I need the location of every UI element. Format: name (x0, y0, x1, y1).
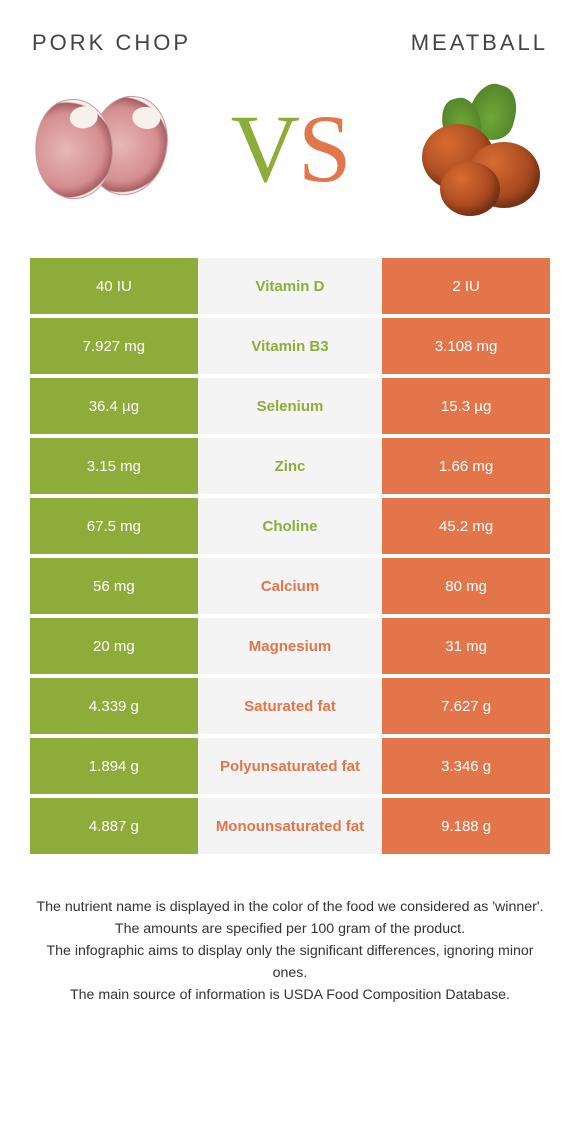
value-right: 3.108 mg (382, 318, 550, 374)
nutrient-name: Zinc (198, 438, 383, 494)
table-row: 67.5 mgCholine45.2 mg (30, 498, 550, 554)
value-right: 3.346 g (382, 738, 550, 794)
nutrient-name: Polyunsaturated fat (198, 738, 383, 794)
title-right: MEATBALL (411, 30, 548, 56)
nutrient-name: Vitamin B3 (198, 318, 383, 374)
value-right: 1.66 mg (382, 438, 550, 494)
nutrient-name: Choline (198, 498, 383, 554)
value-right: 7.627 g (382, 678, 550, 734)
title-bar: PORK CHOP MEATBALL (28, 20, 552, 56)
vs-label: VS (231, 101, 350, 197)
table-row: 4.887 gMonounsaturated fat9.188 g (30, 798, 550, 854)
value-left: 40 IU (30, 258, 198, 314)
table-row: 7.927 mgVitamin B33.108 mg (30, 318, 550, 374)
table-row: 3.15 mgZinc1.66 mg (30, 438, 550, 494)
table-row: 4.339 gSaturated fat7.627 g (30, 678, 550, 734)
footer-line: The amounts are specified per 100 gram o… (32, 918, 548, 940)
vs-v: V (231, 95, 298, 202)
footer-notes: The nutrient name is displayed in the co… (0, 858, 580, 1006)
value-left: 20 mg (30, 618, 198, 674)
table-row: 56 mgCalcium80 mg (30, 558, 550, 614)
table-row: 20 mgMagnesium31 mg (30, 618, 550, 674)
nutrient-name: Vitamin D (198, 258, 383, 314)
table-row: 40 IUVitamin D2 IU (30, 258, 550, 314)
title-left: PORK CHOP (32, 30, 191, 56)
hero: VS (28, 56, 552, 258)
nutrient-name: Monounsaturated fat (198, 798, 383, 854)
value-left: 4.339 g (30, 678, 198, 734)
value-right: 45.2 mg (382, 498, 550, 554)
value-left: 36.4 µg (30, 378, 198, 434)
value-left: 67.5 mg (30, 498, 198, 554)
value-right: 15.3 µg (382, 378, 550, 434)
table-row: 36.4 µgSelenium15.3 µg (30, 378, 550, 434)
value-left: 56 mg (30, 558, 198, 614)
nutrient-name: Selenium (198, 378, 383, 434)
footer-line: The nutrient name is displayed in the co… (32, 896, 548, 918)
value-left: 7.927 mg (30, 318, 198, 374)
meatball-image (382, 74, 552, 224)
footer-line: The main source of information is USDA F… (32, 984, 548, 1006)
nutrient-name: Saturated fat (198, 678, 383, 734)
value-left: 1.894 g (30, 738, 198, 794)
nutrient-table: 40 IUVitamin D2 IU7.927 mgVitamin B33.10… (28, 258, 552, 854)
nutrient-name: Magnesium (198, 618, 383, 674)
pork-chop-image (28, 74, 198, 224)
value-left: 4.887 g (30, 798, 198, 854)
value-right: 2 IU (382, 258, 550, 314)
value-right: 31 mg (382, 618, 550, 674)
table-row: 1.894 gPolyunsaturated fat3.346 g (30, 738, 550, 794)
footer-line: The infographic aims to display only the… (32, 940, 548, 984)
value-left: 3.15 mg (30, 438, 198, 494)
value-right: 80 mg (382, 558, 550, 614)
nutrient-name: Calcium (198, 558, 383, 614)
value-right: 9.188 g (382, 798, 550, 854)
vs-s: S (298, 95, 349, 202)
